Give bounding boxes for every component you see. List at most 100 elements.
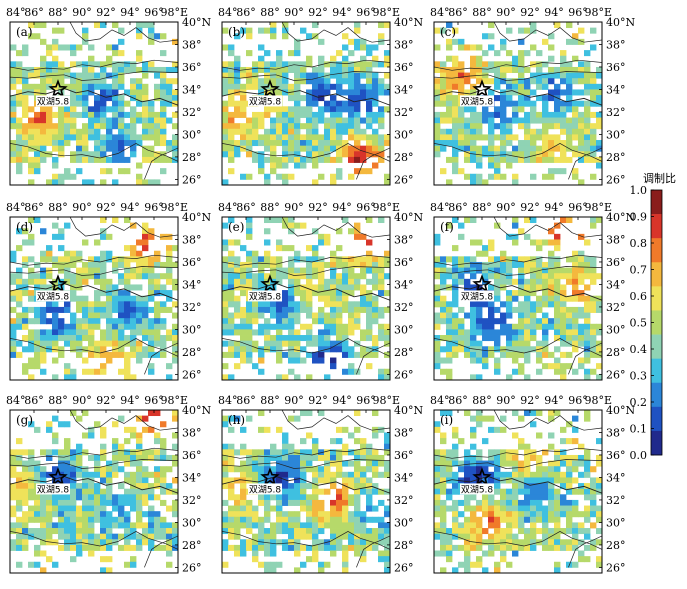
grid-cell <box>288 516 295 523</box>
grid-cell <box>578 488 585 495</box>
grid-cell <box>88 111 95 118</box>
grid-cell <box>596 145 602 152</box>
grid-cell <box>136 323 143 330</box>
grid-cell <box>572 290 579 297</box>
grid-cell <box>566 100 573 107</box>
grid-cell <box>70 278 77 285</box>
grid-cell <box>222 306 229 313</box>
grid-cell <box>148 256 155 263</box>
grid-cell <box>288 83 295 90</box>
grid-cell <box>500 72 507 79</box>
grid-cell <box>360 533 367 540</box>
grid-cell <box>112 50 119 57</box>
grid-cell <box>342 351 349 358</box>
grid-cell <box>294 306 301 313</box>
grid-cell <box>88 471 95 478</box>
grid-cell <box>94 471 101 478</box>
grid-cell <box>46 66 53 73</box>
grid-cell <box>530 111 537 118</box>
grid-cell <box>294 44 301 51</box>
grid-cell <box>34 516 41 523</box>
grid-cell <box>76 533 83 540</box>
grid-cell <box>240 483 247 490</box>
grid-cell <box>578 156 585 163</box>
boundary-line <box>356 535 390 568</box>
grid-cell <box>452 123 459 130</box>
grid-cell <box>288 312 295 319</box>
grid-cell <box>40 128 47 135</box>
grid-cell <box>100 95 107 102</box>
grid-cell <box>500 173 507 180</box>
grid-cell <box>234 346 241 353</box>
grid-cell <box>548 66 555 73</box>
grid-cell <box>440 168 447 175</box>
grid-cell <box>578 140 585 147</box>
grid-cell <box>34 278 41 285</box>
grid-cell <box>166 505 173 512</box>
grid-cell <box>28 516 35 523</box>
grid-cell <box>118 494 125 501</box>
grid-cell <box>294 250 301 257</box>
grid-cell <box>458 106 465 113</box>
lon-tick-label: 88° <box>472 201 492 214</box>
grid-cell <box>318 306 325 313</box>
grid-cell <box>354 106 361 113</box>
grid-cell <box>252 261 259 268</box>
grid-cell <box>46 426 53 433</box>
grid-cell <box>572 278 579 285</box>
grid-cell <box>584 106 591 113</box>
grid-cell <box>106 156 113 163</box>
grid-cell <box>506 290 513 297</box>
grid-cell <box>378 61 385 68</box>
grid-cell <box>488 61 495 68</box>
grid-cell <box>46 179 53 185</box>
grid-cell <box>518 50 525 57</box>
grid-cell <box>106 471 113 478</box>
grid-cell <box>494 567 501 573</box>
lon-tick-label: 98°E <box>160 394 188 407</box>
grid-cell <box>578 117 585 124</box>
grid-cell <box>148 284 155 291</box>
grid-cell <box>554 567 561 573</box>
grid-cell <box>106 544 113 551</box>
grid-cell <box>28 449 35 456</box>
grid-cell <box>530 117 537 124</box>
grid-cell <box>136 179 143 185</box>
grid-cell <box>160 273 167 280</box>
grid-cell <box>112 145 119 152</box>
grid-cell <box>28 363 35 370</box>
grid-cell <box>476 78 483 85</box>
grid-cell <box>58 151 65 158</box>
grid-cell <box>378 156 385 163</box>
grid-cell <box>82 123 89 130</box>
grid-cell <box>112 499 119 506</box>
grid-cell <box>312 505 319 512</box>
grid-cell <box>318 239 325 246</box>
grid-cell <box>246 261 253 268</box>
grid-cell <box>354 544 361 551</box>
grid-cell <box>348 494 355 501</box>
boundary-line <box>10 282 178 301</box>
grid-cell <box>590 368 597 375</box>
grid-cell <box>228 329 235 336</box>
grid-cell <box>288 290 295 297</box>
grid-cell <box>306 100 313 107</box>
grid-cell <box>494 340 501 347</box>
grid-cell <box>46 256 53 263</box>
grid-cell <box>294 488 301 495</box>
grid-cell <box>100 290 107 297</box>
grid-cell <box>596 83 602 90</box>
grid-cell <box>524 516 531 523</box>
grid-cell <box>82 494 89 501</box>
grid-cell <box>590 72 597 79</box>
grid-cell <box>130 528 137 535</box>
grid-cell <box>360 83 367 90</box>
lat-tick-label: 40°N <box>182 16 211 29</box>
grid-cell <box>100 466 107 473</box>
grid-cell <box>476 162 483 169</box>
grid-cell <box>596 346 602 353</box>
grid-cell <box>94 134 101 141</box>
grid-cell <box>270 267 277 274</box>
grid-cell <box>172 301 178 308</box>
grid-cell <box>228 256 235 263</box>
